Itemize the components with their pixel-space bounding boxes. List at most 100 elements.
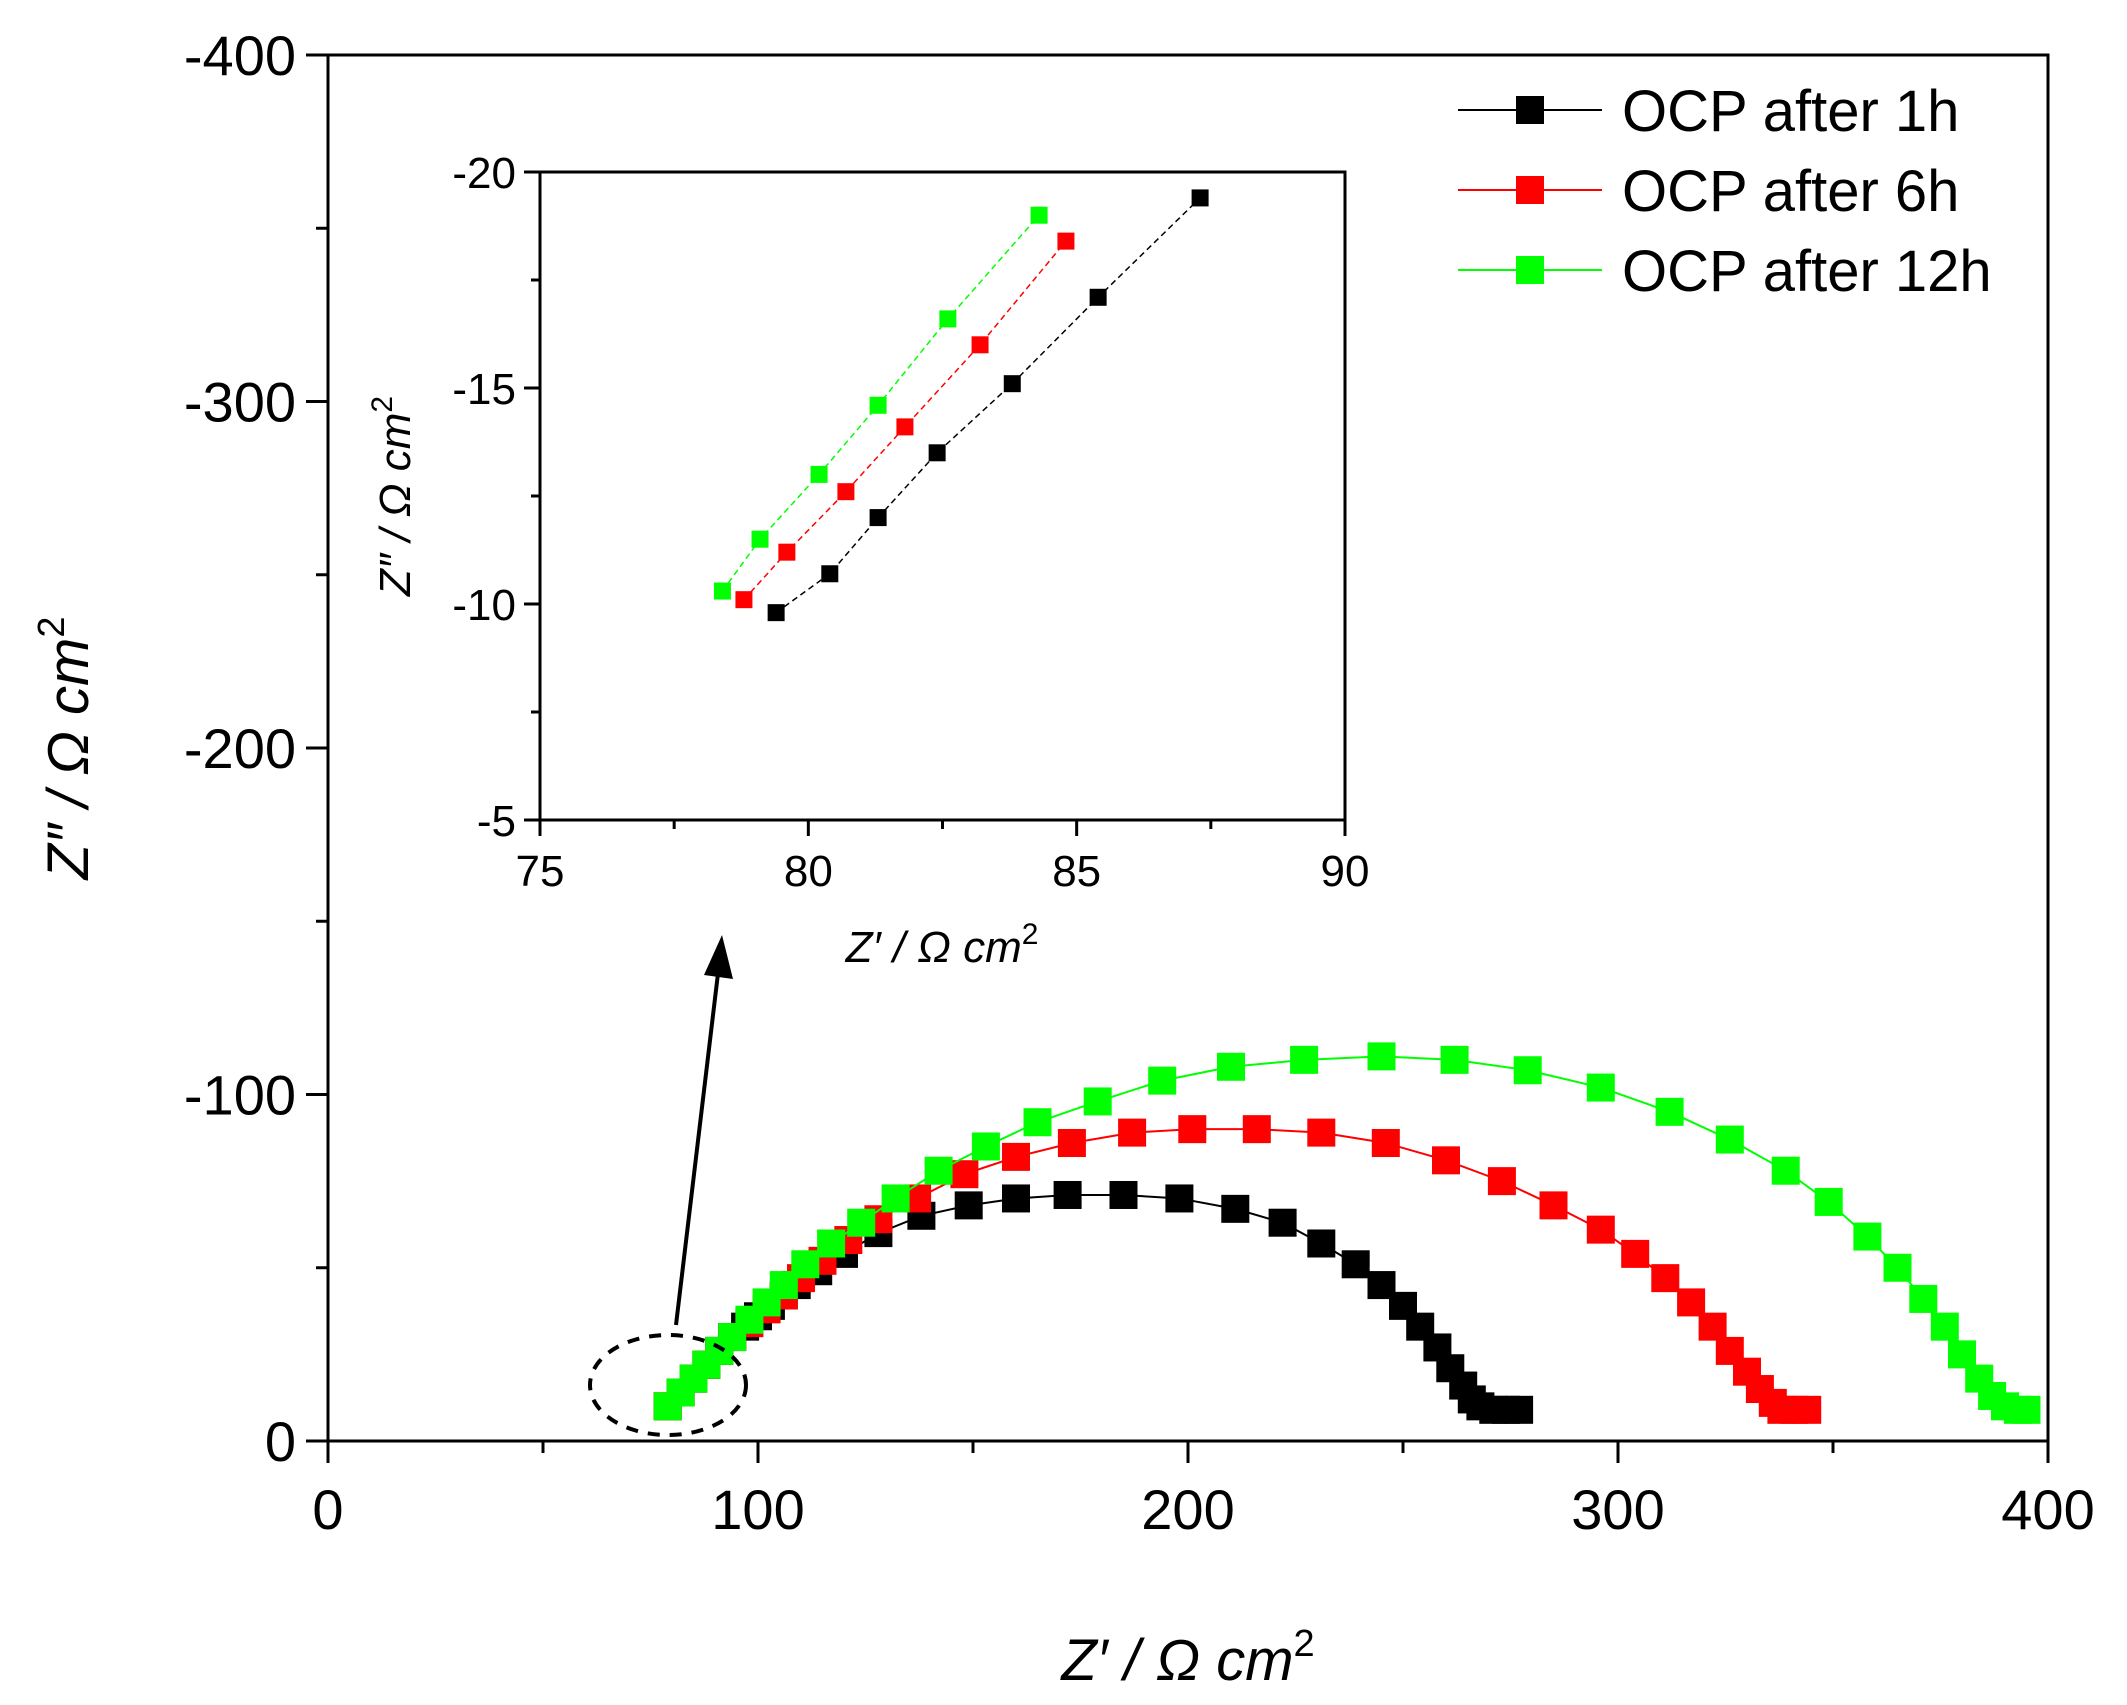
main-x-tick-label: 400 [2001,1478,2094,1541]
main-x-tick-label: 200 [1141,1478,1234,1541]
inset-data-point [751,530,769,548]
data-point [1677,1288,1706,1317]
data-point [1178,1115,1207,1144]
main-y-tick-label: -400 [184,24,296,87]
inset-series-2 [735,232,1075,609]
data-point [971,1132,1000,1161]
legend-marker [1516,256,1544,284]
inset-data-point [735,591,753,609]
legend-marker [1516,96,1544,124]
data-point [1002,1142,1030,1171]
data-point [1217,1052,1245,1081]
series-3 [653,1042,2041,1424]
inset-data-point [713,582,731,600]
data-point [1586,1215,1615,1244]
data-point [1268,1208,1297,1237]
inset-data-point [1057,232,1075,250]
data-point [1118,1118,1147,1147]
inset-ticks: 75 80 85 90 -5 -10 -15 -20 [452,149,1369,896]
data-point [1487,1167,1516,1196]
inset-data-point [869,509,887,527]
main-x-tick-label: 0 [312,1478,343,1541]
inset-x-tick-label: 80 [784,847,833,896]
data-point [1440,1045,1469,1074]
data-point [1621,1239,1650,1268]
inset-data-point [810,465,828,483]
data-point [1948,1340,1976,1369]
data-point [1221,1194,1250,1223]
inset-data-point [971,336,989,354]
inset-y-tick-label: -5 [477,797,516,846]
inset-data-point [778,543,796,561]
inset-data-point [837,483,855,501]
legend-marker [1516,176,1544,204]
data-point [950,1160,979,1189]
legend-label: OCP after 1h [1622,79,1959,144]
inset-series-1 [767,189,1209,622]
data-point [1057,1129,1086,1158]
inset-series [713,189,1209,622]
inset-y-axis-title: Z″ / Ω cm2 [366,396,420,597]
inset-data-point [939,310,957,328]
data-point [1290,1045,1319,1074]
data-point [1930,1312,1959,1341]
data-point [1367,1042,1396,1071]
data-point [1814,1187,1843,1216]
data-point [1083,1087,1112,1116]
legend-entry: OCP after 12h [1458,239,1992,304]
main-y-tick-label: -100 [184,1064,296,1127]
main-x-tick-label: 100 [711,1478,804,1541]
legend-label: OCP after 6h [1622,159,1959,224]
inset-data-point [1030,206,1048,224]
data-point [2012,1395,2041,1424]
main-y-tick-label: 0 [265,1410,296,1473]
data-point [1307,1229,1336,1258]
data-point [1586,1073,1615,1102]
zoom-arrow-shaft [674,964,721,1326]
data-point [1651,1264,1680,1293]
data-point [1793,1395,1822,1424]
data-point [954,1191,983,1220]
inset-data-point [1191,189,1209,207]
data-point [1883,1253,1912,1282]
data-point [1909,1284,1938,1313]
inset-data-point [896,418,914,436]
main-y-tick-label: -200 [184,717,296,780]
data-point [1771,1156,1800,1185]
data-point [1715,1125,1744,1154]
data-point [1505,1395,1534,1424]
main-ticks: 0 100 200 300 400 0 -100 -200 -300 -400 [184,24,2095,1541]
inset-x-tick-label: 75 [516,847,565,896]
data-point [1513,1056,1542,1085]
legend-entry: OCP after 1h [1458,79,1959,144]
main-x-tick-label: 300 [1571,1478,1664,1541]
data-point [1307,1118,1336,1147]
inset-data-point [1003,375,1021,393]
inset-data-point [869,396,887,414]
inset-data-point [928,444,946,462]
legend-entry: OCP after 6h [1458,159,1959,224]
data-point [881,1184,910,1213]
data-point [817,1229,846,1258]
inset-data-point [767,604,785,622]
main-series [653,1042,2041,1424]
data-point [1371,1129,1400,1158]
data-point [1148,1066,1177,1095]
data-point [1432,1146,1460,1175]
legend: OCP after 1h OCP after 6h OCP after 12h [1458,79,1992,304]
zoom-region-ellipse [588,1333,748,1437]
inset-y-tick-label: -15 [452,365,516,414]
main-y-tick-label: -300 [184,371,296,434]
inset-background [540,172,1345,820]
main-x-axis-title: Z′ / Ω cm2 [1059,1623,1314,1693]
data-point [1242,1115,1271,1144]
data-point [847,1208,876,1237]
data-point [1698,1312,1727,1341]
data-point [1853,1222,1882,1251]
inset-data-point [821,565,839,583]
data-point [1539,1191,1568,1220]
data-point [1655,1097,1684,1126]
inset-y-tick-label: -20 [452,149,516,198]
inset-series-line [721,214,1040,592]
